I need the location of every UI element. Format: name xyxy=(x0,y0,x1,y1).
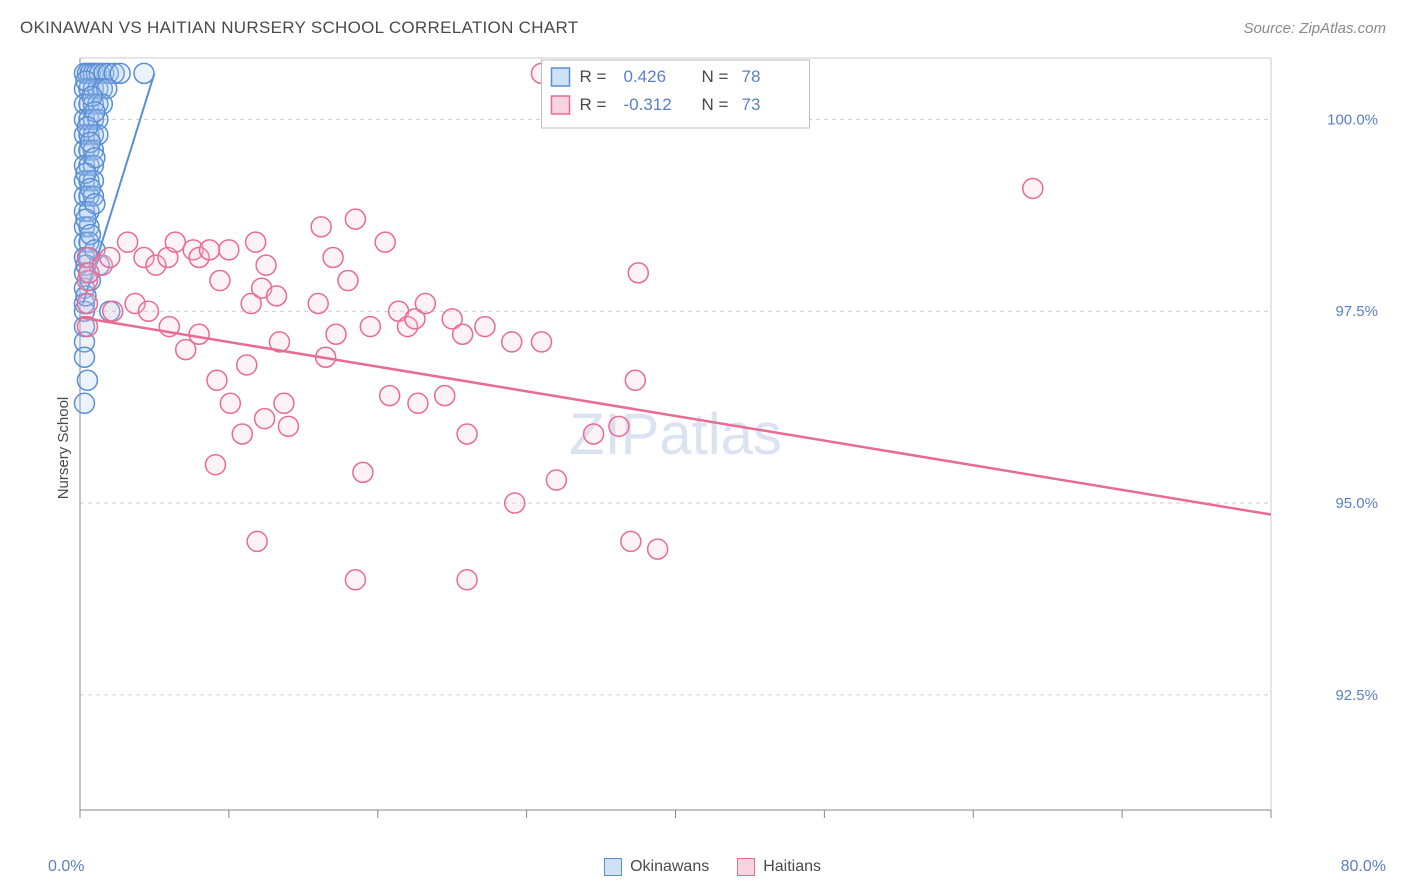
plot-wrap: Nursery School 92.5%95.0%97.5%100.0%ZIPa… xyxy=(20,52,1386,844)
bottom-legend: Okinawans Haitians xyxy=(604,858,821,876)
x-axis-footer: 0.0% Okinawans Haitians 80.0% xyxy=(48,848,1386,886)
legend-label: Okinawans xyxy=(630,858,709,876)
data-point xyxy=(74,347,94,367)
legend-n-label: N = xyxy=(702,95,729,114)
data-point xyxy=(220,393,240,413)
data-point xyxy=(237,355,257,375)
data-point xyxy=(338,271,358,291)
data-point xyxy=(205,455,225,475)
stats-legend: R = 0.426 N = 78 R = -0.312 N = 73 xyxy=(542,60,810,128)
legend-r-value: 0.426 xyxy=(624,67,667,86)
y-tick-label: 92.5% xyxy=(1335,687,1378,704)
data-point xyxy=(1023,178,1043,198)
data-point xyxy=(326,324,346,344)
data-point xyxy=(648,539,668,559)
data-point xyxy=(232,424,252,444)
y-tick-label: 97.5% xyxy=(1335,303,1378,320)
x-axis-max-label: 80.0% xyxy=(1341,858,1386,876)
data-point xyxy=(207,370,227,390)
chart-header: OKINAWAN VS HAITIAN NURSERY SCHOOL CORRE… xyxy=(0,0,1406,46)
data-point xyxy=(532,332,552,352)
data-point xyxy=(267,286,287,306)
data-point xyxy=(584,424,604,444)
data-point xyxy=(311,217,331,237)
legend-item: Okinawans xyxy=(604,858,709,876)
y-tick-label: 100.0% xyxy=(1327,111,1378,128)
data-point xyxy=(210,271,230,291)
data-point xyxy=(118,232,138,252)
data-point xyxy=(609,416,629,436)
data-point xyxy=(625,370,645,390)
chart-title: OKINAWAN VS HAITIAN NURSERY SCHOOL CORRE… xyxy=(20,18,578,38)
legend-n-label: N = xyxy=(702,67,729,86)
data-point xyxy=(77,294,97,314)
legend-item: Haitians xyxy=(737,858,821,876)
data-point xyxy=(200,240,220,260)
data-point xyxy=(375,232,395,252)
data-point xyxy=(546,470,566,490)
data-point xyxy=(274,393,294,413)
data-point xyxy=(165,232,185,252)
data-point xyxy=(408,393,428,413)
legend-swatch xyxy=(604,858,622,876)
data-point xyxy=(345,209,365,229)
data-point xyxy=(138,301,158,321)
data-point xyxy=(475,317,495,337)
legend-label: Haitians xyxy=(763,858,821,876)
data-point xyxy=(502,332,522,352)
data-point xyxy=(247,531,267,551)
data-point xyxy=(505,493,525,513)
data-point xyxy=(74,393,94,413)
data-point xyxy=(189,324,209,344)
data-point xyxy=(415,294,435,314)
data-point xyxy=(77,370,97,390)
data-point xyxy=(246,232,266,252)
legend-swatch xyxy=(552,96,570,114)
y-tick-label: 95.0% xyxy=(1335,495,1378,512)
data-point xyxy=(308,294,328,314)
scatter-plot-svg: 92.5%95.0%97.5%100.0%ZIPatlasR =0.426N =… xyxy=(50,52,1386,844)
data-point xyxy=(103,301,123,321)
legend-n-value: 73 xyxy=(742,95,761,114)
legend-r-label: R = xyxy=(580,95,607,114)
legend-r-label: R = xyxy=(580,67,607,86)
data-point xyxy=(353,462,373,482)
chart-source: Source: ZipAtlas.com xyxy=(1243,20,1386,37)
data-point xyxy=(323,248,343,268)
data-point xyxy=(621,531,641,551)
data-point xyxy=(134,63,154,83)
legend-n-value: 78 xyxy=(742,67,761,86)
data-point xyxy=(360,317,380,337)
data-point xyxy=(255,409,275,429)
data-point xyxy=(457,424,477,444)
data-point xyxy=(345,570,365,590)
legend-swatch xyxy=(737,858,755,876)
data-point xyxy=(453,324,473,344)
data-point xyxy=(278,416,298,436)
data-point xyxy=(435,386,455,406)
legend-swatch xyxy=(552,68,570,86)
data-point xyxy=(457,570,477,590)
legend-r-value: -0.312 xyxy=(624,95,672,114)
data-point xyxy=(628,263,648,283)
data-point xyxy=(219,240,239,260)
data-point xyxy=(256,255,276,275)
data-point xyxy=(380,386,400,406)
x-axis-min-label: 0.0% xyxy=(48,858,84,876)
data-point xyxy=(100,248,120,268)
